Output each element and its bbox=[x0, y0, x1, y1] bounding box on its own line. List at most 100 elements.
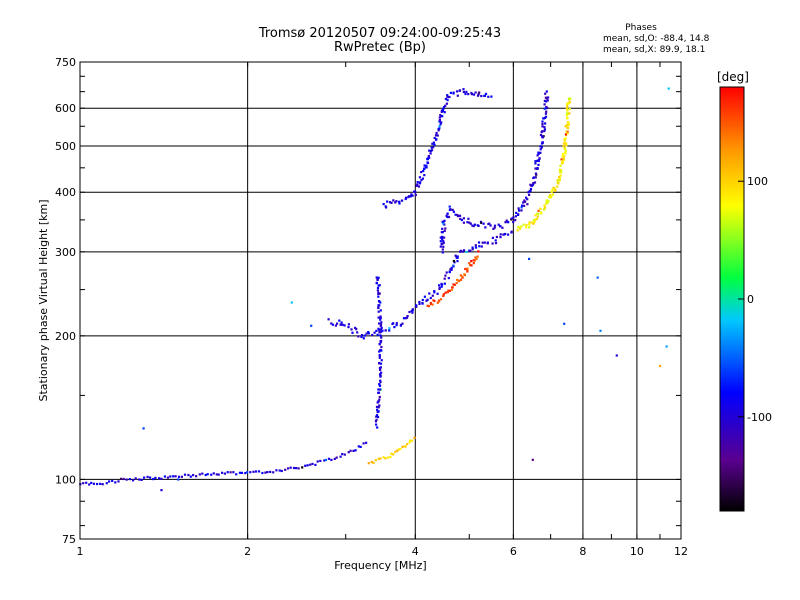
data-point bbox=[420, 171, 423, 174]
data-point bbox=[379, 457, 382, 460]
plot-grid bbox=[80, 62, 682, 539]
data-point bbox=[378, 353, 381, 357]
data-point bbox=[599, 329, 602, 332]
data-point bbox=[327, 318, 330, 321]
data-point bbox=[416, 181, 419, 184]
data-point bbox=[418, 302, 421, 305]
data-point bbox=[439, 245, 442, 248]
data-point bbox=[615, 354, 618, 357]
data-point bbox=[443, 277, 446, 280]
data-point bbox=[443, 111, 446, 114]
data-point bbox=[516, 229, 519, 232]
data-point bbox=[442, 222, 445, 225]
data-point bbox=[414, 193, 417, 197]
data-point bbox=[372, 461, 375, 464]
data-point bbox=[398, 202, 401, 205]
data-point bbox=[522, 201, 525, 204]
data-point bbox=[445, 102, 448, 105]
data-point bbox=[85, 481, 88, 484]
data-point bbox=[569, 97, 572, 100]
data-point bbox=[565, 144, 568, 147]
data-point bbox=[324, 458, 328, 461]
data-point bbox=[514, 215, 517, 218]
data-point bbox=[447, 277, 450, 280]
data-point bbox=[88, 483, 91, 486]
data-point bbox=[542, 135, 545, 138]
data-point bbox=[550, 195, 553, 198]
data-point bbox=[560, 158, 563, 161]
data-point bbox=[438, 284, 441, 287]
data-point bbox=[441, 227, 444, 230]
data-point bbox=[531, 458, 534, 461]
data-point bbox=[376, 289, 379, 292]
data-point bbox=[476, 94, 480, 97]
data-point bbox=[365, 441, 368, 444]
data-point bbox=[465, 90, 468, 93]
data-point bbox=[450, 268, 453, 271]
data-point bbox=[447, 289, 450, 292]
data-point bbox=[544, 116, 547, 119]
data-point bbox=[140, 478, 143, 481]
data-point bbox=[335, 456, 338, 459]
data-point bbox=[426, 161, 430, 165]
data-point bbox=[544, 92, 547, 95]
data-point bbox=[537, 152, 540, 155]
data-point bbox=[314, 463, 317, 466]
data-point bbox=[433, 290, 436, 293]
data-point bbox=[564, 125, 567, 128]
data-point bbox=[550, 190, 553, 194]
data-point bbox=[414, 191, 417, 194]
data-point bbox=[469, 249, 472, 252]
data-point bbox=[528, 257, 531, 260]
data-point bbox=[386, 200, 389, 203]
data-point bbox=[379, 368, 382, 371]
data-point bbox=[449, 91, 452, 94]
data-point bbox=[475, 257, 478, 261]
data-point bbox=[96, 482, 99, 486]
data-point bbox=[376, 416, 380, 419]
data-point bbox=[377, 300, 381, 303]
x-tick-label: 12 bbox=[674, 545, 688, 558]
data-point bbox=[415, 184, 418, 187]
data-point bbox=[377, 391, 380, 394]
data-point bbox=[458, 214, 462, 217]
colorbar-ticks: 100 0 -100 bbox=[738, 175, 772, 424]
data-point bbox=[435, 138, 438, 141]
data-point bbox=[560, 171, 563, 174]
data-point bbox=[429, 152, 432, 155]
data-point bbox=[437, 129, 440, 132]
data-point bbox=[468, 221, 471, 224]
data-point bbox=[451, 286, 454, 289]
data-point bbox=[667, 87, 670, 90]
data-point bbox=[536, 212, 539, 215]
y-tick-label: 300 bbox=[55, 246, 76, 259]
data-point bbox=[430, 149, 434, 152]
data-point bbox=[477, 93, 480, 96]
data-point bbox=[343, 453, 346, 456]
data-point bbox=[470, 264, 473, 267]
data-point bbox=[206, 473, 209, 476]
data-point bbox=[367, 331, 370, 334]
data-point bbox=[404, 445, 407, 448]
data-point bbox=[435, 134, 438, 137]
data-point bbox=[246, 471, 249, 474]
data-point bbox=[360, 335, 363, 338]
plot-frame bbox=[79, 61, 682, 540]
data-point bbox=[544, 122, 547, 125]
data-point bbox=[240, 471, 244, 474]
data-point bbox=[563, 155, 566, 158]
data-point bbox=[492, 227, 495, 230]
data-point bbox=[375, 281, 378, 284]
data-point bbox=[535, 173, 538, 176]
y-tick-label: 500 bbox=[55, 140, 76, 153]
data-point bbox=[330, 322, 333, 325]
data-point bbox=[378, 329, 381, 332]
data-point bbox=[476, 255, 479, 258]
data-point bbox=[351, 331, 354, 334]
data-point bbox=[536, 167, 539, 170]
data-point bbox=[411, 194, 414, 197]
data-point bbox=[446, 99, 449, 102]
data-point bbox=[484, 92, 488, 95]
data-point bbox=[507, 221, 510, 224]
data-point bbox=[539, 148, 542, 151]
